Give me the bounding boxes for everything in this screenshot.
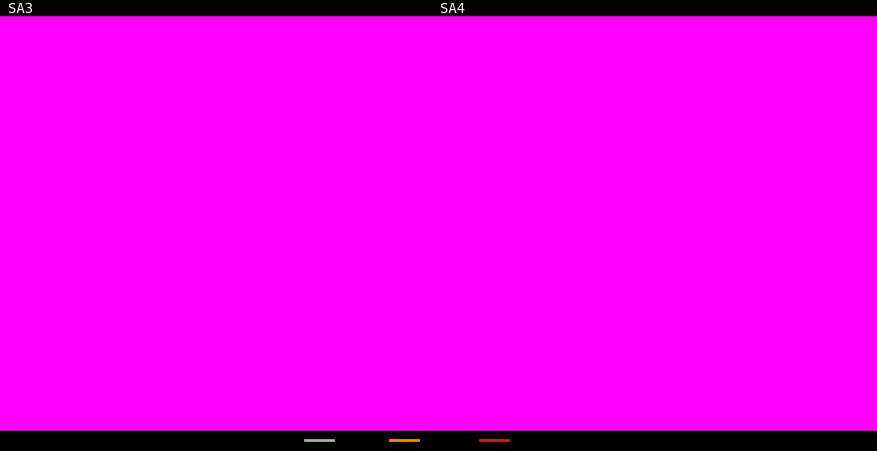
Text: SA4: SA4	[439, 2, 465, 16]
Text: SA3: SA3	[8, 2, 33, 16]
Bar	[0, 431, 877, 451]
Bar	[0, 0, 877, 16]
